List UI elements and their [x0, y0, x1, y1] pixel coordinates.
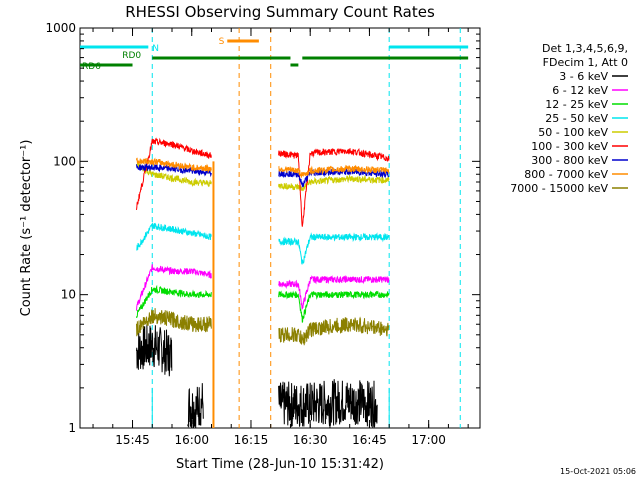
- flag-bars: N S RD0 RD6: [80, 37, 469, 72]
- series-line: [187, 383, 204, 429]
- series-line: [278, 232, 390, 265]
- series-line: [278, 316, 390, 346]
- y-tick-label: 1: [68, 421, 76, 435]
- flag-label: RD0: [122, 51, 141, 61]
- series-line: [278, 275, 390, 310]
- x-axis-label: Start Time (28-Jun-10 15:31:42): [176, 457, 384, 472]
- footer-timestamp: 15-Oct-2021 05:06: [560, 467, 636, 476]
- flag-label: N: [152, 44, 159, 54]
- series-line: [136, 137, 212, 210]
- y-tick-label: 100: [53, 154, 76, 168]
- x-tick-label: 16:45: [352, 433, 387, 447]
- series-lines: [136, 137, 390, 429]
- flag-label: S: [219, 37, 225, 47]
- series-4: [136, 160, 390, 192]
- y-tick-label: 10: [61, 288, 76, 302]
- vertical-markers: [151, 28, 461, 428]
- series-line: [136, 163, 212, 178]
- legend-label: 6 - 12 keV: [552, 84, 608, 97]
- series-8: [136, 308, 390, 346]
- series-line: [278, 148, 390, 227]
- series-line: [278, 164, 390, 178]
- series-line: [278, 174, 390, 192]
- x-tick-label: 16:00: [174, 433, 209, 447]
- series-line: [136, 264, 212, 311]
- legend-label: 100 - 300 keV: [531, 140, 608, 153]
- legend-label: 800 - 7000 keV: [524, 168, 608, 181]
- x-axis-ticks: 15:45 16:00 16:15 16:30 16:45 17:00: [92, 28, 469, 447]
- series-0: [136, 324, 378, 429]
- y-tick-label: 1000: [45, 21, 76, 35]
- series-line: [136, 308, 212, 337]
- series-line: [278, 379, 378, 429]
- chart-title: RHESSI Observing Summary Count Rates: [125, 3, 435, 21]
- series-line: [136, 157, 212, 174]
- legend-header: Det 1,3,4,5,6,9,: [542, 42, 628, 55]
- series-line: [136, 222, 212, 251]
- series-line: [136, 324, 173, 377]
- legend-label: 25 - 50 keV: [545, 112, 608, 125]
- x-tick-label: 15:45: [115, 433, 150, 447]
- y-axis-label: Count Rate (s⁻¹ detector⁻¹): [19, 140, 34, 317]
- series-line: [278, 290, 390, 323]
- flag-label: RD6: [82, 62, 101, 72]
- x-tick-label: 17:00: [411, 433, 446, 447]
- series-5: [136, 137, 390, 227]
- plot-frame: [79, 27, 481, 429]
- series-line: [136, 160, 212, 188]
- legend-label: 50 - 100 keV: [538, 126, 608, 139]
- legend-header: FDecim 1, Att 0: [543, 56, 628, 69]
- series-7: [136, 157, 390, 178]
- legend-label: 300 - 800 keV: [531, 154, 608, 167]
- series-2: [136, 284, 390, 323]
- series-1: [136, 264, 390, 311]
- legend: Det 1,3,4,5,6,9,FDecim 1, Att 03 - 6 keV…: [510, 42, 628, 195]
- series-line: [136, 284, 212, 319]
- x-tick-label: 16:15: [234, 433, 269, 447]
- series-3: [136, 222, 390, 265]
- x-tick-label: 16:30: [293, 433, 328, 447]
- legend-label: 7000 - 15000 keV: [510, 182, 608, 195]
- legend-label: 12 - 25 keV: [545, 98, 608, 111]
- y-axis-ticks: 1 10 100 1000: [45, 21, 480, 435]
- legend-label: 3 - 6 keV: [559, 70, 608, 83]
